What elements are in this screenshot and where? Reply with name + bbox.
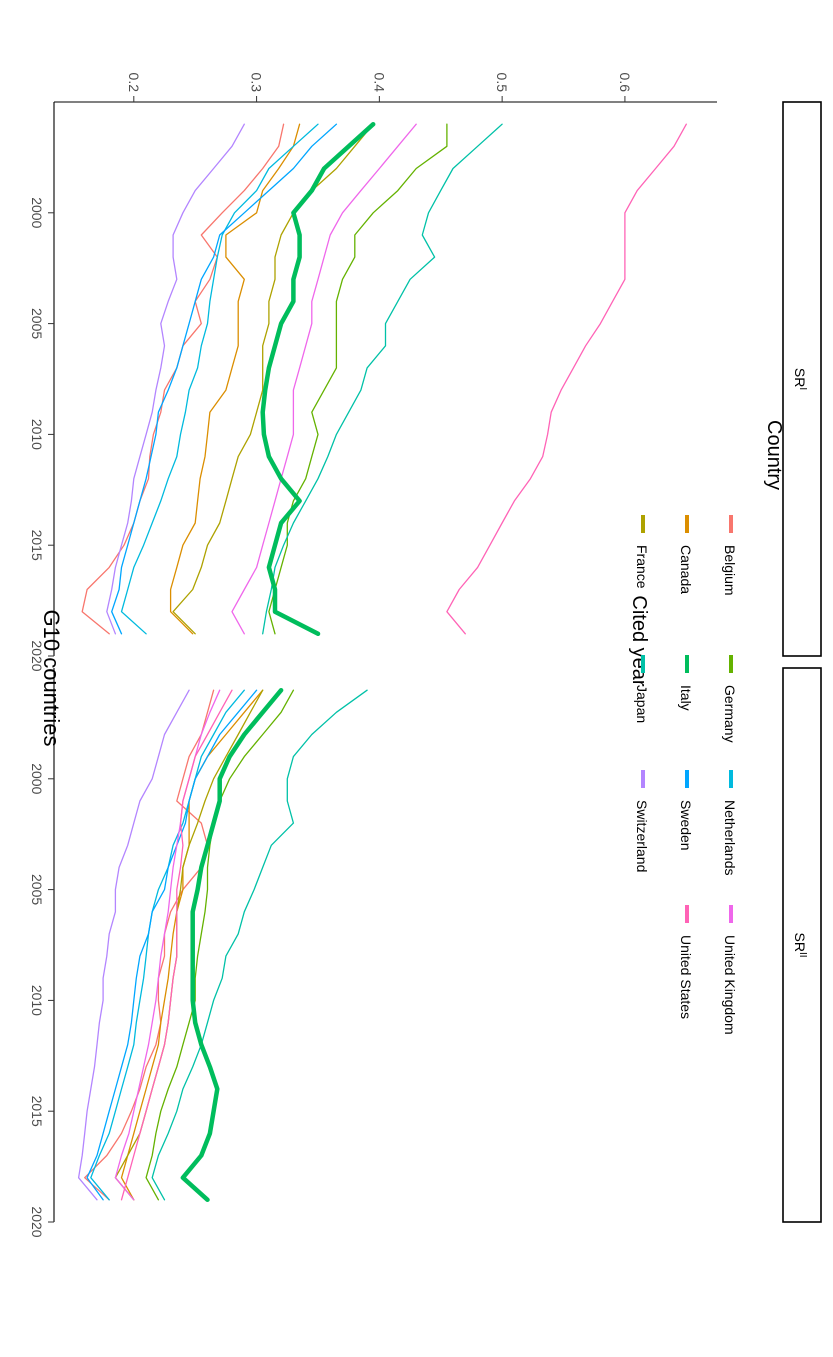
x-tick-label: 2010 [29,985,45,1016]
series-line-united-states [120,689,233,1201]
x-tick-label: 2015 [29,1096,45,1127]
legend: Country Belgium Canada France Germany Italy J… [634,420,785,1035]
legend-item-label: United Kingdom [722,935,738,1035]
series-line-belgium [81,123,285,635]
legend-item-label: Canada [678,545,694,594]
series-line-japan [151,689,368,1201]
series-line-united-kingdom [231,123,417,635]
series-line-sweden [111,123,338,635]
facet-strip-label: SRII [792,932,809,957]
legend-item-label: Italy [678,685,694,711]
legend-item-label: Belgium [722,545,738,596]
series-line-united-kingdom [114,689,221,1201]
x-tick-label: 2000 [29,763,45,794]
y-tick-label: 0.6 [617,73,633,93]
series-line-germany [268,123,448,635]
series-line-italy [180,687,284,1203]
panel-2: SRII 2000 2005 2010 2015 2020 [29,667,822,1238]
series-line-france [114,689,264,1201]
x-tick-label: 2000 [29,197,45,228]
series-line-italy [260,121,376,637]
series-line-belgium [84,689,215,1201]
y-tick-label: 0.3 [249,73,265,93]
x-tick-label: 2020 [29,640,45,671]
legend-item-label: France [634,545,650,589]
x-tick-label: 2010 [29,419,45,450]
series-line-switzerland [106,123,245,635]
panel-1: SRI 2000 2005 2010 2015 2020 [29,101,822,672]
y-tick-label: 0.4 [371,73,387,93]
legend-item-label: United States [678,935,694,1019]
chart-title: G10 countries [39,610,64,747]
legend-item-label: Netherlands [722,800,738,876]
x-tick-label: 2015 [29,530,45,561]
series-line-united-states [446,123,687,635]
facet-strip [782,101,822,657]
series-line-sweden [86,689,258,1201]
y-tick-label: 0.5 [494,73,510,93]
series-line-canada [169,123,301,635]
series-line-netherlands [120,123,319,635]
facet-panels: SRI 2000 2005 2010 2015 2020 SRII 2000 2005 2010 2… [29,101,822,1238]
y-tick-label: 0.2 [126,73,142,93]
x-tick-label: 2005 [29,874,45,905]
legend-item-label: Germany [722,685,738,743]
series-line-japan [262,123,503,635]
y-axis: 0.2 0.3 0.4 0.5 0.6 [54,73,717,103]
x-tick-label: 2005 [29,308,45,339]
facet-strip [782,667,822,1223]
series-line-switzerland [77,689,190,1201]
legend-item-label: Sweden [678,800,694,851]
facet-strip-label: SRI [792,368,809,390]
x-tick-label: 2020 [29,1206,45,1237]
legend-item-label: Switzerland [634,800,650,872]
series-line-netherlands [90,689,245,1201]
legend-title: Country [763,420,785,490]
legend-item-label: Japan [634,685,650,723]
series-line-germany [145,689,295,1201]
x-axis-title: Cited year [628,595,650,686]
